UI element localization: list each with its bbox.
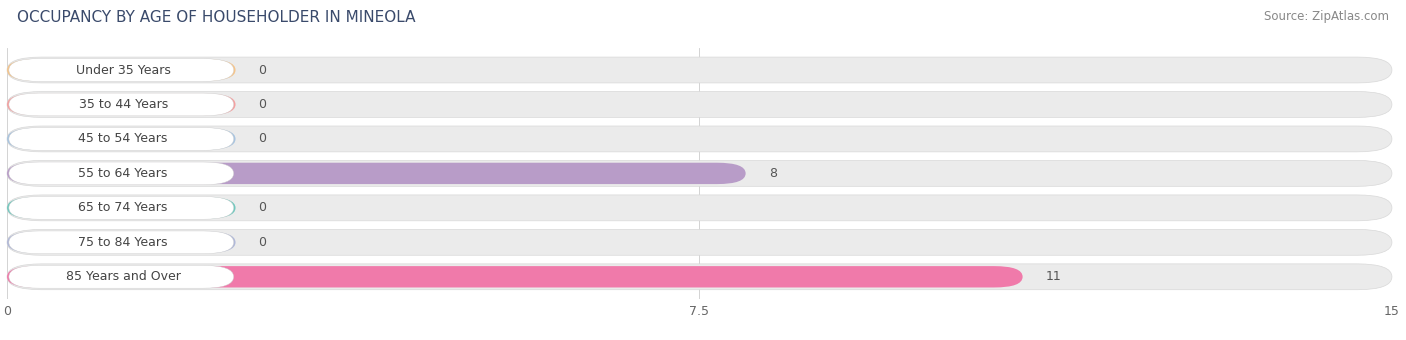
FancyBboxPatch shape bbox=[7, 128, 236, 150]
FancyBboxPatch shape bbox=[7, 91, 1392, 117]
Text: 8: 8 bbox=[769, 167, 776, 180]
FancyBboxPatch shape bbox=[7, 57, 1392, 83]
FancyBboxPatch shape bbox=[7, 230, 1392, 255]
Text: 0: 0 bbox=[259, 64, 267, 76]
FancyBboxPatch shape bbox=[7, 266, 1022, 288]
Text: Source: ZipAtlas.com: Source: ZipAtlas.com bbox=[1264, 10, 1389, 23]
Text: Under 35 Years: Under 35 Years bbox=[76, 64, 170, 76]
FancyBboxPatch shape bbox=[7, 126, 1392, 152]
Text: 65 to 74 Years: 65 to 74 Years bbox=[79, 201, 167, 214]
Text: 0: 0 bbox=[259, 201, 267, 214]
FancyBboxPatch shape bbox=[7, 160, 1392, 186]
FancyBboxPatch shape bbox=[8, 93, 233, 116]
FancyBboxPatch shape bbox=[7, 195, 1392, 221]
FancyBboxPatch shape bbox=[8, 197, 233, 219]
FancyBboxPatch shape bbox=[8, 128, 233, 150]
FancyBboxPatch shape bbox=[8, 162, 233, 185]
FancyBboxPatch shape bbox=[8, 231, 233, 254]
Text: 0: 0 bbox=[259, 236, 267, 249]
Text: 45 to 54 Years: 45 to 54 Years bbox=[79, 133, 167, 146]
FancyBboxPatch shape bbox=[7, 197, 236, 219]
FancyBboxPatch shape bbox=[8, 266, 233, 288]
FancyBboxPatch shape bbox=[7, 94, 236, 115]
FancyBboxPatch shape bbox=[7, 163, 745, 184]
FancyBboxPatch shape bbox=[7, 59, 236, 81]
FancyBboxPatch shape bbox=[7, 232, 236, 253]
Text: 85 Years and Over: 85 Years and Over bbox=[66, 270, 180, 283]
Text: 11: 11 bbox=[1046, 270, 1062, 283]
Text: 0: 0 bbox=[259, 133, 267, 146]
FancyBboxPatch shape bbox=[8, 58, 233, 81]
Text: 55 to 64 Years: 55 to 64 Years bbox=[79, 167, 167, 180]
Text: 75 to 84 Years: 75 to 84 Years bbox=[79, 236, 167, 249]
Text: 35 to 44 Years: 35 to 44 Years bbox=[79, 98, 167, 111]
Text: OCCUPANCY BY AGE OF HOUSEHOLDER IN MINEOLA: OCCUPANCY BY AGE OF HOUSEHOLDER IN MINEO… bbox=[17, 10, 415, 25]
FancyBboxPatch shape bbox=[7, 264, 1392, 290]
Text: 0: 0 bbox=[259, 98, 267, 111]
